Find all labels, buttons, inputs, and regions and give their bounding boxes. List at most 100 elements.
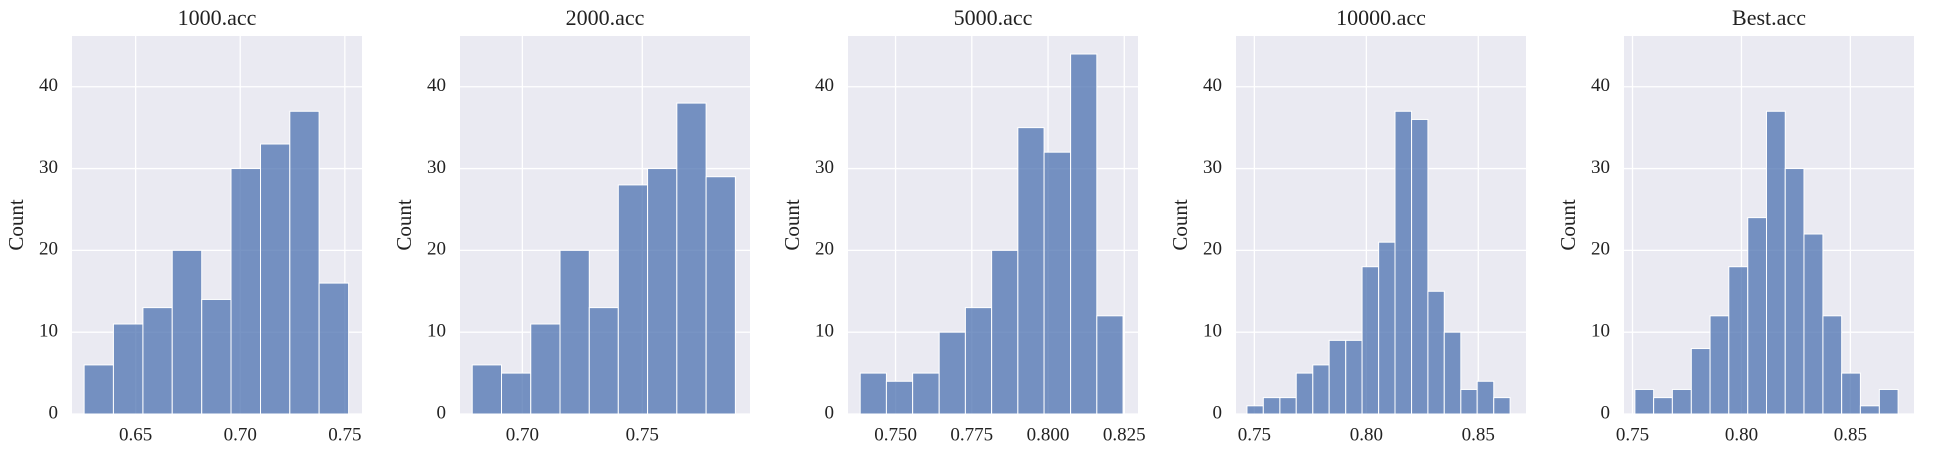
chart-title: Best.acc [1732, 5, 1806, 30]
y-tick-label: 30 [1591, 157, 1610, 178]
y-axis-label: Count [4, 199, 28, 251]
y-tick-label: 40 [1203, 75, 1222, 96]
y-tick-label: 10 [815, 321, 834, 342]
panel: 0 10 20 30 40 0.75 0.80 0.85 10000.acc Count [1168, 5, 1526, 445]
bar [964, 307, 993, 415]
bar [1493, 397, 1511, 415]
bar [171, 249, 203, 415]
bar [588, 307, 619, 415]
y-axis-label: Count [1168, 199, 1192, 251]
bar [260, 143, 291, 415]
x-tick-label: 0.80 [1350, 424, 1383, 445]
bar [1671, 388, 1692, 415]
bar [1070, 53, 1098, 415]
x-tick-label: 0.825 [1103, 424, 1146, 445]
bar [500, 372, 532, 415]
chart-title: 5000.acc [954, 5, 1033, 30]
bar [1476, 380, 1495, 415]
bar [1822, 315, 1843, 415]
bar [1747, 217, 1767, 415]
y-tick-label: 0 [825, 402, 835, 423]
bar [1765, 110, 1786, 415]
chart-title: 1000.acc [178, 5, 257, 30]
bar [1690, 348, 1711, 415]
y-tick-label: 20 [815, 239, 834, 260]
y-axis-label: Count [1556, 199, 1580, 251]
bar [530, 323, 561, 415]
bar [705, 176, 736, 415]
bar [1017, 127, 1045, 415]
y-tick-label: 20 [1591, 239, 1610, 260]
y-tick-label: 20 [1203, 239, 1222, 260]
bar [1427, 290, 1445, 415]
bar [318, 282, 350, 415]
y-tick-label: 30 [39, 157, 58, 178]
y-tick-label: 40 [815, 75, 834, 96]
bar [1378, 241, 1396, 415]
y-tick-label: 30 [1203, 157, 1222, 178]
bar [1279, 397, 1297, 415]
bar [1411, 118, 1429, 415]
panel: 0 10 20 30 40 0.750 0.775 0.800 0.825 5000.acc Cou… [780, 5, 1146, 445]
bar [1460, 388, 1478, 415]
y-tick-label: 0 [1213, 402, 1223, 423]
y-tick-label: 0 [1601, 402, 1611, 423]
bar [1295, 372, 1314, 415]
bar [1312, 364, 1330, 415]
x-tick-label: 0.85 [1462, 424, 1495, 445]
y-tick-label: 10 [427, 321, 446, 342]
bar [1709, 315, 1730, 415]
bar [1328, 339, 1347, 415]
x-tick-label: 0.75 [1238, 424, 1271, 445]
y-axis-label: Count [780, 199, 804, 251]
x-tick-label: 0.65 [119, 424, 152, 445]
x-tick-label: 0.75 [1616, 424, 1649, 445]
bar [1728, 266, 1749, 415]
y-tick-label: 40 [1591, 75, 1610, 96]
y-tick-label: 30 [427, 157, 446, 178]
x-tick-label: 0.75 [328, 424, 361, 445]
y-tick-label: 20 [39, 239, 58, 260]
bar [1859, 405, 1880, 415]
bar [289, 110, 320, 415]
y-tick-label: 10 [39, 321, 58, 342]
bar [1634, 388, 1655, 415]
y-tick-label: 40 [427, 75, 446, 96]
y-tick-label: 20 [427, 239, 446, 260]
panel: 0 10 20 30 40 0.70 0.75 2000.acc Count [392, 5, 750, 445]
y-tick-label: 0 [437, 402, 447, 423]
bar [1361, 266, 1380, 415]
y-axis-label: Count [392, 199, 416, 251]
y-tick-label: 10 [1203, 321, 1222, 342]
bar [991, 249, 1019, 415]
x-tick-label: 0.70 [224, 424, 257, 445]
bar [230, 168, 262, 415]
bar [859, 372, 887, 415]
bar [938, 331, 966, 415]
x-tick-label: 0.775 [950, 424, 993, 445]
bar [617, 184, 649, 415]
bar [1803, 233, 1824, 415]
bar [1841, 372, 1861, 415]
bar [885, 380, 914, 415]
bar [1878, 388, 1899, 415]
bar [1784, 168, 1805, 415]
bar [559, 249, 590, 415]
bar [1345, 339, 1363, 415]
bar [1262, 397, 1281, 415]
bar [1043, 151, 1072, 415]
bar [1653, 397, 1673, 415]
x-tick-label: 0.70 [506, 424, 539, 445]
x-tick-label: 0.750 [874, 424, 917, 445]
bar [142, 307, 173, 415]
bar [676, 102, 707, 415]
y-tick-label: 0 [49, 402, 59, 423]
bar [471, 364, 502, 415]
bar [647, 168, 678, 415]
chart-title: 10000.acc [1336, 5, 1426, 30]
bar [1096, 315, 1124, 415]
x-tick-label: 0.75 [626, 424, 659, 445]
panel: 0 10 20 30 40 0.75 0.80 0.85 Best.acc Count [1556, 5, 1914, 445]
bar [1443, 331, 1462, 415]
